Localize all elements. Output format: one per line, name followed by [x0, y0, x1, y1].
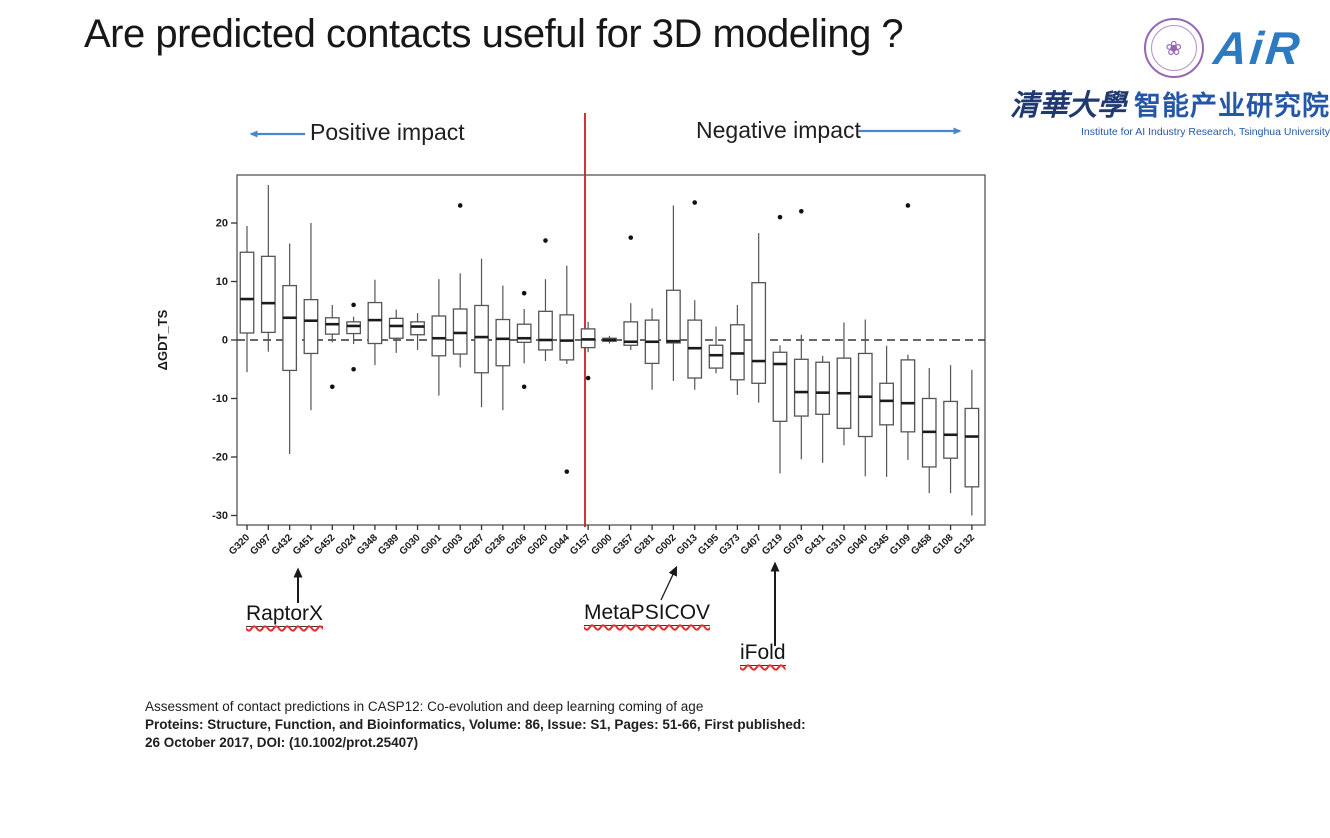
raptorx-annotation: RaptorX: [246, 602, 324, 627]
svg-text:G357: G357: [611, 532, 636, 557]
svg-text:ΔGDT_TS: ΔGDT_TS: [155, 309, 170, 370]
svg-text:G013: G013: [675, 532, 700, 557]
svg-text:G451: G451: [291, 532, 316, 557]
svg-text:G219: G219: [760, 532, 785, 557]
svg-text:-30: -30: [212, 510, 228, 522]
svg-text:G345: G345: [867, 532, 892, 557]
svg-text:G079: G079: [781, 532, 806, 557]
svg-text:G389: G389: [376, 532, 401, 557]
svg-text:G310: G310: [824, 532, 849, 557]
institute-en-caption: Institute for AI Industry Research, Tsin…: [1080, 126, 1330, 138]
ifold-annotation: iFold: [740, 641, 786, 666]
svg-text:G431: G431: [803, 532, 828, 557]
svg-text:G287: G287: [462, 532, 487, 557]
metapsicov-arrow: [660, 565, 678, 601]
svg-text:0: 0: [222, 335, 228, 347]
logo-block: ❀ AiR 清華大學 智能产业研究院 Institute for AI Indu…: [985, 18, 1330, 138]
metapsicov-annotation: MetaPSICOV: [584, 601, 711, 626]
logo-row-air: ❀ AiR: [1143, 18, 1305, 78]
positive-negative-divider-line: [584, 113, 586, 527]
svg-text:G044: G044: [547, 532, 572, 557]
svg-text:-10: -10: [212, 393, 228, 405]
tsinghua-seal-icon: ❀: [1143, 18, 1204, 78]
svg-text:G320: G320: [227, 532, 252, 557]
svg-text:G000: G000: [589, 532, 614, 557]
svg-text:20: 20: [216, 218, 228, 230]
svg-text:G348: G348: [355, 532, 380, 557]
svg-text:G108: G108: [931, 532, 956, 557]
svg-text:G373: G373: [717, 532, 742, 557]
svg-text:G157: G157: [568, 532, 593, 557]
svg-text:10: 10: [216, 276, 228, 288]
citation-line-2: Proteins: Structure, Function, and Bioin…: [145, 717, 806, 732]
svg-text:G020: G020: [526, 532, 551, 557]
citation-block: Assessment of contact predictions in CAS…: [145, 698, 1035, 752]
svg-text:-20: -20: [212, 452, 228, 464]
metapsicov-label: MetaPSICOV: [584, 601, 711, 626]
svg-text:G030: G030: [398, 532, 423, 557]
citation-line-3: 26 October 2017, DOI: (10.1002/prot.2540…: [145, 735, 419, 750]
raptorx-label: RaptorX: [246, 602, 324, 627]
positive-impact-label: Positive impact: [310, 119, 465, 145]
svg-text:G040: G040: [845, 532, 870, 557]
svg-text:G195: G195: [696, 532, 721, 557]
svg-text:G003: G003: [440, 532, 465, 557]
boxplot-chart: 20 10 0 -10 -20 -30 ΔGDT_TS G320 G097 G432 G451 G45…: [140, 168, 1020, 568]
svg-text:G132: G132: [952, 532, 977, 557]
svg-text:G109: G109: [888, 532, 913, 557]
svg-text:G458: G458: [909, 532, 934, 557]
ifold-label: iFold: [740, 641, 786, 666]
svg-text:G002: G002: [653, 532, 678, 557]
citation-line-1: Assessment of contact predictions in CAS…: [145, 699, 704, 714]
svg-text:G432: G432: [270, 532, 295, 557]
svg-text:G097: G097: [248, 532, 273, 557]
air-logo-text: AiR: [1211, 22, 1305, 74]
boxplot-svg: 20100-10-20-30ΔGDT_TSG320G097G432G451G45…: [155, 174, 986, 557]
svg-text:G236: G236: [483, 532, 508, 557]
svg-text:G001: G001: [419, 532, 444, 557]
tsinghua-calligraphy-text: 清華大學: [1009, 90, 1126, 122]
svg-text:G206: G206: [504, 532, 529, 557]
negative-impact-label: Negative impact: [696, 117, 861, 143]
svg-text:G024: G024: [334, 532, 359, 557]
page-title: Are predicted contacts useful for 3D mod…: [84, 12, 904, 56]
logo-row-chinese: 清華大學 智能产业研究院: [1010, 82, 1330, 124]
institute-cn-name: 智能产业研究院: [1134, 91, 1330, 121]
svg-text:G452: G452: [312, 532, 337, 557]
svg-text:G281: G281: [632, 532, 657, 557]
svg-text:G407: G407: [739, 532, 764, 557]
